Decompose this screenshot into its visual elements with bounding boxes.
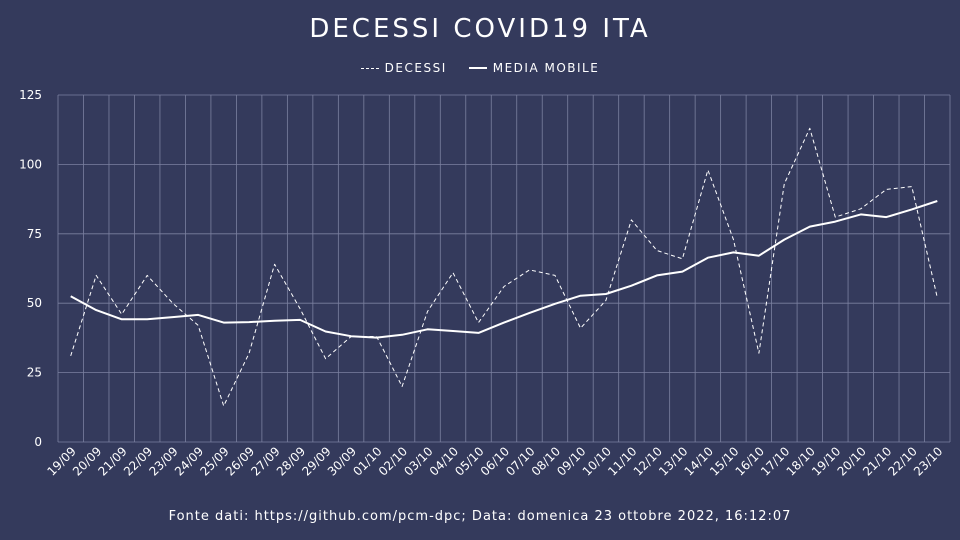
y-tick-label: 125 xyxy=(19,88,42,102)
legend-item-decessi: DECESSI xyxy=(360,61,447,75)
legend-item-media-mobile: MEDIA MOBILE xyxy=(468,61,600,75)
chart-title: DECESSI COVID19 ITA xyxy=(309,14,651,44)
y-tick-label: 100 xyxy=(19,157,42,171)
y-tick-label: 50 xyxy=(27,296,42,310)
legend-swatch-dashed xyxy=(360,67,379,69)
legend-swatch-solid xyxy=(468,67,487,69)
series-line-media-mobile xyxy=(70,200,938,339)
y-tick-label: 75 xyxy=(27,227,42,241)
legend-label-media-mobile: MEDIA MOBILE xyxy=(492,61,600,75)
y-tick-label: 25 xyxy=(27,366,42,380)
y-tick-label: 0 xyxy=(34,435,42,449)
legend-label-decessi: DECESSI xyxy=(384,61,447,75)
source-caption: Fonte dati: https://github.com/pcm-dpc; … xyxy=(168,509,792,524)
series-line-decessi xyxy=(70,127,938,407)
legend: DECESSI MEDIA MOBILE xyxy=(0,61,960,75)
x-tick-label: 23/10 xyxy=(911,444,945,478)
